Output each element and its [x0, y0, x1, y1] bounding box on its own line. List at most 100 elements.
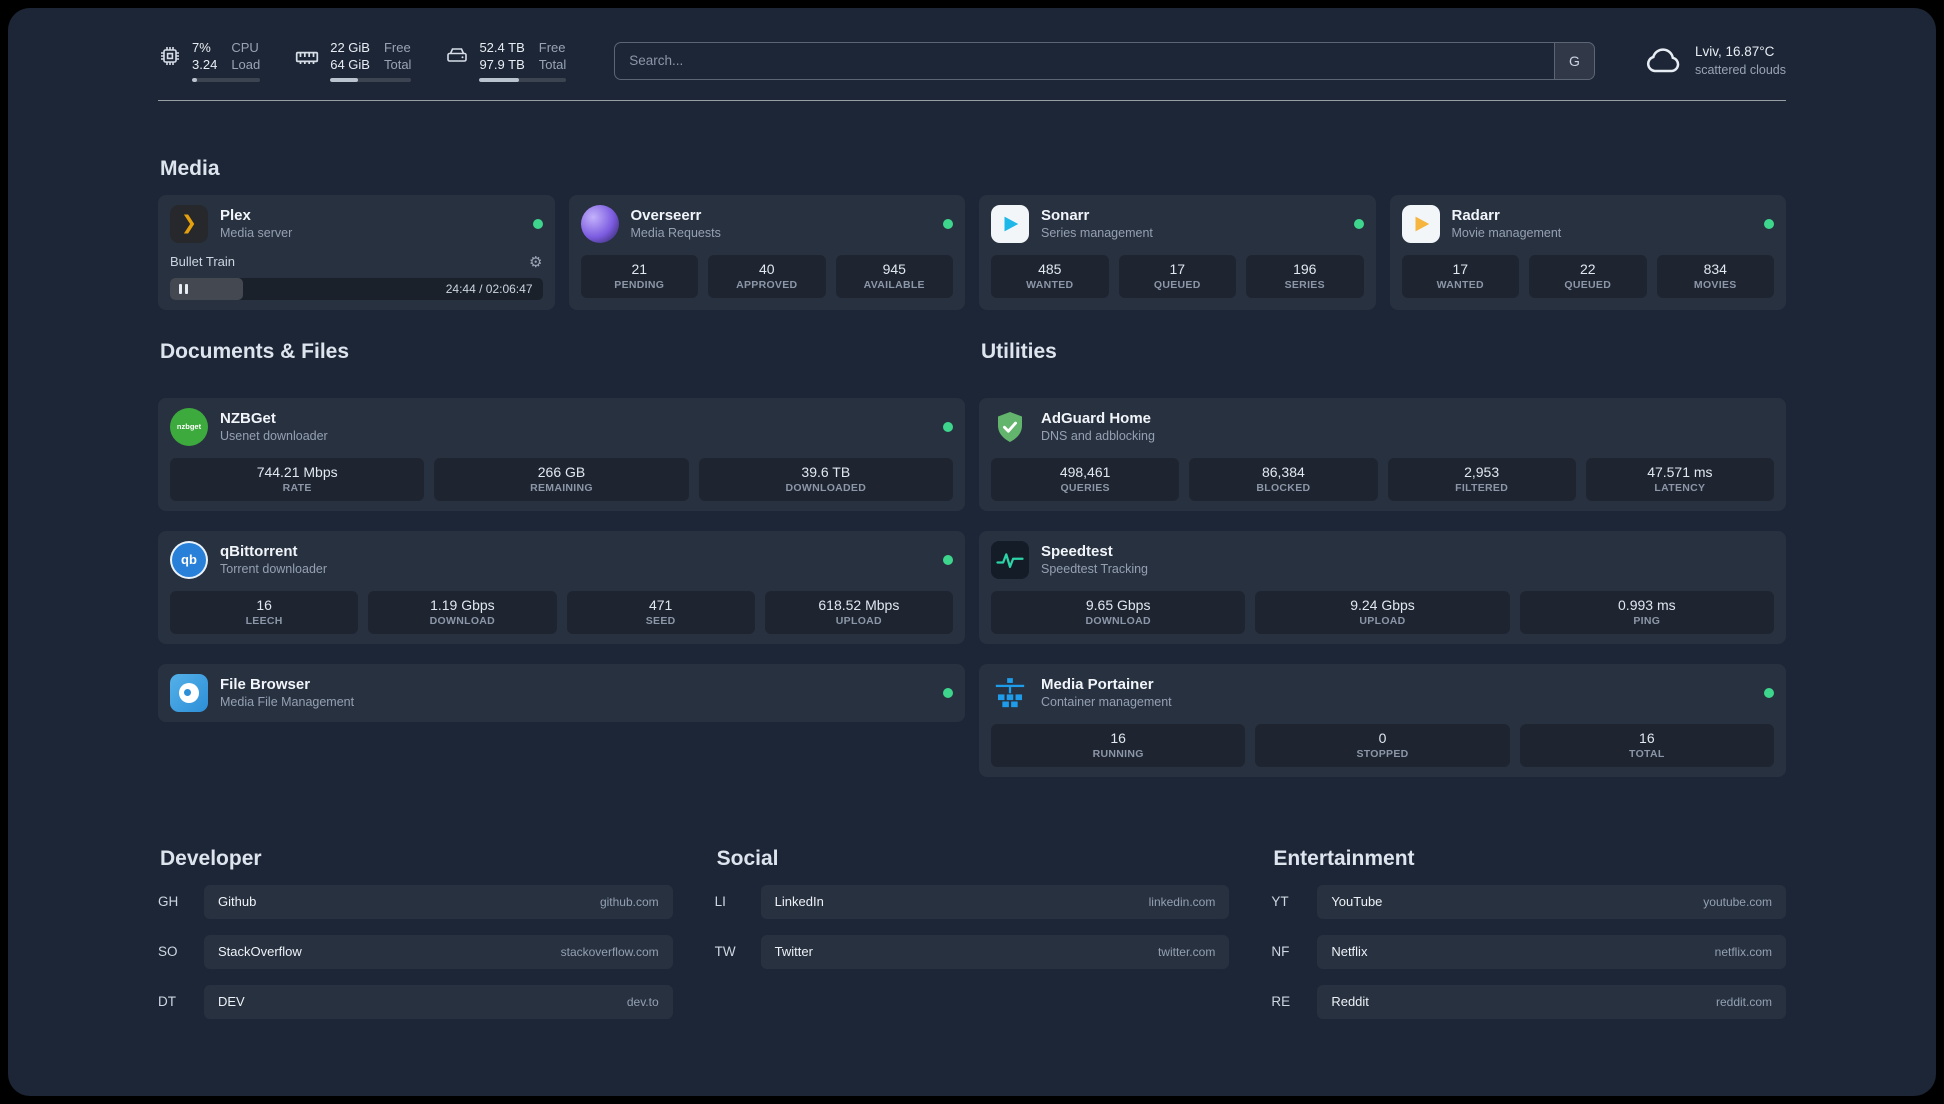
dashboard-page: 7% 3.24 CPU Load — [8, 8, 1936, 1096]
bookmark-twitter[interactable]: TW Twitter twitter.com — [714, 934, 1230, 969]
bookmark-group-developer: Developer GH Github github.com SO StackO… — [158, 847, 673, 1035]
bookmark-name: Twitter — [774, 944, 813, 960]
qbittorrent-icon: qb — [170, 540, 208, 579]
stat-tile: 9.65 Gbps DOWNLOAD — [991, 590, 1246, 634]
search-input[interactable] — [615, 42, 1554, 79]
bookmark-stackoverflow[interactable]: SO StackOverflow stackoverflow.com — [158, 934, 673, 969]
cloud-icon — [1643, 41, 1683, 81]
service-subtitle: Movie management — [1451, 226, 1562, 241]
stat-tile: 196 SERIES — [1246, 254, 1364, 298]
bookmark-linkedin[interactable]: LI LinkedIn linkedin.com — [714, 884, 1230, 919]
weather-location: Lviv, 16.87°C — [1694, 44, 1775, 60]
bookmark-abbr: LI — [714, 894, 726, 910]
adguard-icon — [991, 408, 1029, 446]
service-title: Plex — [220, 207, 251, 225]
disk-widget: 52.4 TB 97.9 TB Free Total — [445, 40, 567, 82]
status-dot — [943, 218, 953, 229]
section-heading-social: Social — [716, 846, 779, 870]
section-heading-entertainment: Entertainment — [1273, 846, 1415, 870]
bookmark-reddit[interactable]: RE Reddit reddit.com — [1271, 984, 1786, 1019]
nzbget-icon: nzbget — [170, 407, 208, 446]
bookmark-netflix[interactable]: NF Netflix netflix.com — [1271, 934, 1786, 969]
weather-widget: Lviv, 16.87°C scattered clouds — [1643, 41, 1786, 81]
service-subtitle: DNS and adblocking — [1041, 429, 1155, 444]
stat-tile: 498,461 QUERIES — [991, 457, 1180, 501]
service-subtitle: Torrent downloader — [220, 562, 328, 577]
stat-tile: 266 GB REMAINING — [434, 457, 689, 501]
bookmark-dev[interactable]: DT DEV dev.to — [158, 984, 673, 1019]
cpu-usage-value: 7% — [192, 40, 211, 55]
service-card-portainer[interactable]: Media Portainer Container management 16 … — [979, 663, 1786, 777]
gear-icon[interactable]: ⚙ — [529, 253, 543, 271]
service-card-nzbget[interactable]: nzbget NZBGet Usenet downloader 744.21 M… — [158, 397, 965, 511]
memory-bar — [330, 77, 412, 82]
disk-bar — [479, 77, 567, 82]
bookmark-youtube[interactable]: YT YouTube youtube.com — [1271, 884, 1786, 919]
stat-tile: 618.52 Mbps UPLOAD — [764, 590, 953, 634]
bookmark-abbr: TW — [714, 944, 736, 960]
stat-tile: 744.21 Mbps RATE — [170, 457, 425, 501]
service-title: Sonarr — [1041, 207, 1090, 225]
stat-tile: 21 PENDING — [580, 254, 698, 298]
playback-progress-bar: 24:44 / 02:06:47 — [170, 277, 543, 300]
service-subtitle: Media File Management — [220, 695, 355, 710]
status-dot — [943, 554, 953, 565]
stat-tile: 2,953 FILTERED — [1387, 457, 1576, 501]
bookmark-url: dev.to — [626, 994, 659, 1009]
cpu-label: CPU — [231, 40, 259, 55]
bookmark-name: LinkedIn — [774, 894, 824, 910]
search-bar: G — [614, 41, 1595, 80]
stat-tile: 47.571 ms LATENCY — [1585, 457, 1774, 501]
section-heading-utilities: Utilities — [981, 339, 1057, 363]
stat-tile: 39.6 TB DOWNLOADED — [698, 457, 953, 501]
service-title: qBittorrent — [220, 543, 298, 561]
stat-tile: 17 WANTED — [1401, 254, 1519, 298]
stat-tile: 471 SEED — [566, 590, 755, 634]
service-title: Media Portainer — [1041, 676, 1154, 694]
service-card-adguard[interactable]: AdGuard Home DNS and adblocking 498,461 … — [979, 397, 1786, 511]
status-dot — [1764, 218, 1774, 229]
service-title: Radarr — [1451, 207, 1500, 225]
memory-total-value: 64 GiB — [330, 56, 370, 72]
disk-free-value: 52.4 TB — [479, 40, 525, 55]
bookmark-url: youtube.com — [1703, 894, 1772, 909]
bookmark-group-entertainment: Entertainment YT YouTube youtube.com NF … — [1271, 847, 1786, 1035]
service-card-qbittorrent[interactable]: qb qBittorrent Torrent downloader 16 LEE… — [158, 530, 965, 644]
section-heading-developer: Developer — [160, 846, 262, 870]
service-card-sonarr[interactable]: Sonarr Series management 485 WANTED 17 Q… — [979, 194, 1376, 310]
bookmark-github[interactable]: GH Github github.com — [158, 884, 673, 919]
radarr-icon — [1401, 204, 1440, 243]
bookmark-name: Github — [218, 894, 257, 910]
service-title: Speedtest — [1041, 543, 1113, 561]
stat-tile: 834 MOVIES — [1656, 254, 1774, 298]
service-subtitle: Speedtest Tracking — [1041, 562, 1149, 577]
overseerr-icon — [580, 204, 619, 243]
bookmark-name: DEV — [218, 994, 245, 1010]
memory-free-label: Free — [383, 40, 411, 55]
service-title: AdGuard Home — [1041, 410, 1152, 428]
bookmark-name: Reddit — [1331, 994, 1369, 1010]
stat-tile: 485 WANTED — [991, 254, 1109, 298]
bookmark-url: twitter.com — [1157, 944, 1216, 959]
service-card-plex[interactable]: ❯ Plex Media server Bullet Train ⚙ 24:44… — [158, 194, 555, 310]
service-subtitle: Media server — [220, 226, 293, 241]
pause-icon[interactable] — [179, 283, 188, 294]
service-card-radarr[interactable]: Radarr Movie management 17 WANTED 22 QUE… — [1389, 194, 1786, 310]
stat-tile: 9.24 Gbps UPLOAD — [1255, 590, 1510, 634]
stat-tile: 945 AVAILABLE — [835, 254, 953, 298]
stat-tile: 16 TOTAL — [1519, 723, 1774, 767]
disk-icon — [445, 40, 469, 68]
bookmark-url: netflix.com — [1714, 944, 1772, 959]
service-card-overseerr[interactable]: Overseerr Media Requests 21 PENDING 40 A… — [568, 194, 965, 310]
service-card-filebrowser[interactable]: File Browser Media File Management — [158, 663, 965, 722]
top-bar: 7% 3.24 CPU Load — [158, 8, 1786, 82]
service-card-speedtest[interactable]: Speedtest Speedtest Tracking 9.65 Gbps D… — [979, 530, 1786, 644]
service-subtitle: Series management — [1041, 226, 1153, 241]
search-provider-button[interactable]: G — [1553, 42, 1594, 79]
stat-tile: 1.19 Gbps DOWNLOAD — [368, 590, 557, 634]
stat-tile: 40 APPROVED — [708, 254, 826, 298]
weather-condition: scattered clouds — [1694, 62, 1786, 77]
disk-total-label: Total — [538, 56, 567, 72]
service-subtitle: Media Requests — [630, 226, 721, 241]
bookmark-abbr: YT — [1271, 894, 1289, 910]
